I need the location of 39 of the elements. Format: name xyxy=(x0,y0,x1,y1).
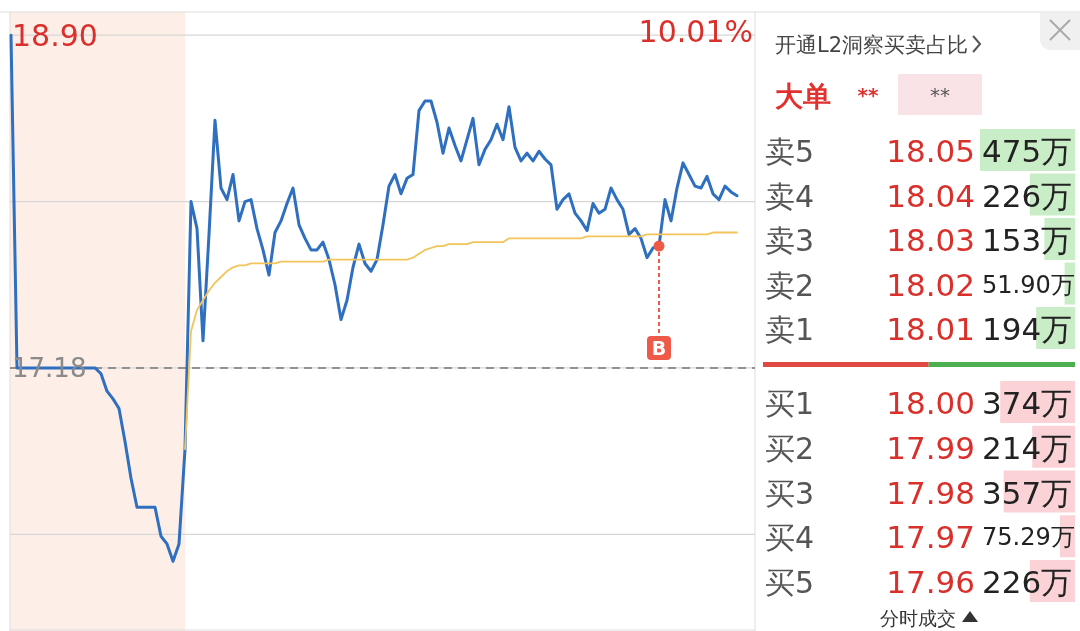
text: 18.04 xyxy=(886,177,975,214)
y-tick-label: 卖4 xyxy=(765,178,815,214)
annotation: 10.01% xyxy=(638,14,753,49)
data-label: 51.90万 xyxy=(982,270,1075,299)
text: 18.02 xyxy=(886,266,975,303)
text: 分时成交 xyxy=(880,607,956,629)
text: 17.96 xyxy=(886,564,975,600)
text: 18.03 xyxy=(886,222,975,258)
text: 17.98 xyxy=(886,474,975,511)
text: ** xyxy=(857,83,879,107)
chart-title: 开通L2洞察买卖占比 xyxy=(775,33,969,57)
y-tick-label: 买3 xyxy=(765,475,815,511)
data-label: 226万 xyxy=(982,177,1073,214)
data-label: 153万 xyxy=(982,222,1073,258)
text: 18.01 xyxy=(886,311,975,347)
data-label: 75.29万 xyxy=(982,523,1075,552)
y-tick-label: 买5 xyxy=(765,565,815,600)
y-tick-label: 18.90 xyxy=(12,18,98,54)
data-label: 226万 xyxy=(982,564,1073,600)
data-label: 214万 xyxy=(982,429,1073,466)
data-label: 374万 xyxy=(982,385,1073,421)
y-tick-label: 卖3 xyxy=(765,223,815,258)
text: 18.05 xyxy=(886,133,975,169)
chart-subtitle: 大单 xyxy=(775,80,831,113)
y-tick-label: 卖2 xyxy=(765,267,815,303)
data-label: 475万 xyxy=(982,133,1073,169)
y-tick-label: 买1 xyxy=(765,386,815,421)
text: ** xyxy=(930,83,950,107)
data-label: 357万 xyxy=(982,474,1073,511)
y-tick-label: 买4 xyxy=(765,520,815,556)
text: 18.00 xyxy=(886,385,975,421)
y-tick-label: 买2 xyxy=(765,430,815,466)
text: 17.99 xyxy=(886,429,975,466)
line-series xyxy=(184,231,738,451)
y-tick-label: 卖5 xyxy=(765,134,815,169)
text: B xyxy=(651,337,667,359)
text: 17.97 xyxy=(886,519,975,556)
y-tick-label: 卖1 xyxy=(765,312,815,347)
data-label: 194万 xyxy=(982,311,1073,347)
